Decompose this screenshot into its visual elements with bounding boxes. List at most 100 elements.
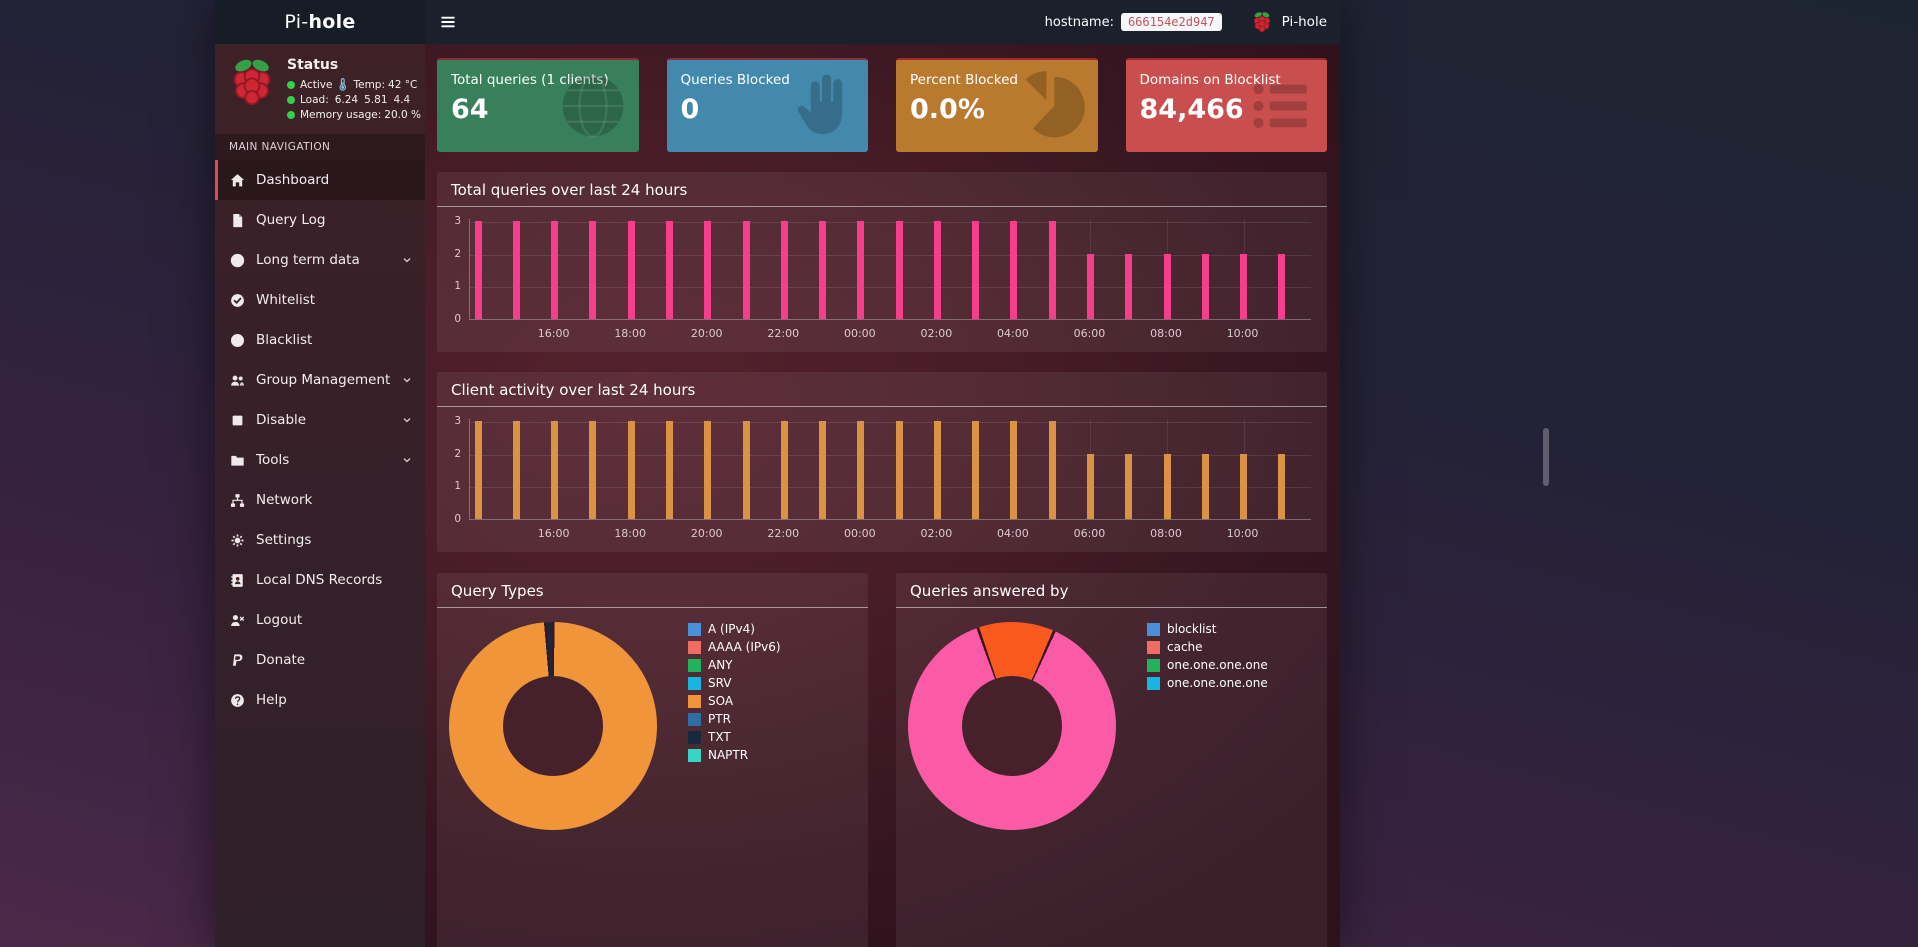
bar[interactable] bbox=[1201, 453, 1209, 519]
status-active-dot bbox=[287, 80, 295, 89]
x-axis-label: 06:00 bbox=[1073, 527, 1106, 540]
legend-item[interactable]: one.one.one.one bbox=[1147, 674, 1268, 692]
queries-answered-chart-area: blocklist cache one.one.one.one one.one.one… bbox=[896, 608, 1327, 947]
legend-label: ANY bbox=[708, 658, 733, 672]
sidebar-item-long-term-data[interactable]: Long term data bbox=[215, 240, 425, 280]
scrollbar-thumb[interactable] bbox=[1543, 428, 1549, 486]
brand-prefix: Pi- bbox=[284, 11, 309, 33]
bar[interactable] bbox=[474, 221, 482, 319]
sidebar-item-label: Logout bbox=[256, 612, 303, 628]
bar[interactable] bbox=[474, 421, 482, 519]
paypal-icon bbox=[229, 652, 246, 668]
sidebar-item-dashboard[interactable]: Dashboard bbox=[215, 160, 425, 200]
bar[interactable] bbox=[704, 421, 712, 519]
sidebar-item-disable[interactable]: Disable bbox=[215, 400, 425, 440]
bar[interactable] bbox=[1125, 253, 1133, 319]
sidebar-item-blacklist[interactable]: Blacklist bbox=[215, 320, 425, 360]
bar[interactable] bbox=[627, 421, 635, 519]
legend-item[interactable]: PTR bbox=[688, 710, 781, 728]
sidebar-toggle-button[interactable] bbox=[439, 13, 457, 31]
bar[interactable] bbox=[972, 421, 980, 519]
legend-item[interactable]: NAPTR bbox=[688, 746, 781, 764]
legend-item[interactable]: cache bbox=[1147, 638, 1268, 656]
brand-logo[interactable]: Pi-hole bbox=[215, 0, 425, 44]
bar[interactable] bbox=[589, 421, 597, 519]
bar[interactable] bbox=[857, 421, 865, 519]
legend-item[interactable]: TXT bbox=[688, 728, 781, 746]
legend-label: one.one.one.one bbox=[1167, 658, 1268, 672]
sidebar-item-help[interactable]: Help bbox=[215, 680, 425, 720]
legend-label: AAAA (IPv6) bbox=[708, 640, 781, 654]
x-axis-label: 00:00 bbox=[843, 527, 876, 540]
sidebar-item-local-dns-records[interactable]: Local DNS Records bbox=[215, 560, 425, 600]
legend-item[interactable]: blocklist bbox=[1147, 620, 1268, 638]
bar[interactable] bbox=[1048, 221, 1056, 319]
y-axis-label: 2 bbox=[454, 447, 461, 460]
bar[interactable] bbox=[895, 221, 903, 319]
bar[interactable] bbox=[742, 421, 750, 519]
sidebar-item-tools[interactable]: Tools bbox=[215, 440, 425, 480]
client-activity-chart[interactable]: 0 1 2 3 16:00 18:00 20:00 22:00 00:00 02:00 04:00 0… bbox=[437, 407, 1327, 552]
bar[interactable] bbox=[1240, 453, 1248, 519]
queries-answered-donut[interactable] bbox=[908, 622, 1116, 830]
bar[interactable] bbox=[589, 221, 597, 319]
sidebar-item-label: Long term data bbox=[256, 252, 360, 268]
legend-item[interactable]: SOA bbox=[688, 692, 781, 710]
bar[interactable] bbox=[665, 221, 673, 319]
chart-plot[interactable] bbox=[469, 419, 1311, 520]
bar[interactable] bbox=[857, 221, 865, 319]
bar[interactable] bbox=[1163, 253, 1171, 319]
sidebar-item-logout[interactable]: Logout bbox=[215, 600, 425, 640]
bar[interactable] bbox=[819, 221, 827, 319]
sidebar-item-settings[interactable]: Settings bbox=[215, 520, 425, 560]
bar[interactable] bbox=[933, 221, 941, 319]
legend-item[interactable]: SRV bbox=[688, 674, 781, 692]
temp-label: Temp: bbox=[353, 78, 386, 91]
bar[interactable] bbox=[512, 421, 520, 519]
bar[interactable] bbox=[780, 421, 788, 519]
list-icon bbox=[1245, 70, 1317, 142]
bar[interactable] bbox=[1163, 453, 1171, 519]
query-types-donut[interactable] bbox=[449, 622, 657, 830]
bar[interactable] bbox=[627, 221, 635, 319]
legend-item[interactable]: one.one.one.one bbox=[1147, 656, 1268, 674]
status-text: Status Active Temp: 42 °C Load: 6.24 bbox=[287, 56, 421, 124]
bar[interactable] bbox=[665, 421, 673, 519]
bar[interactable] bbox=[551, 221, 559, 319]
y-axis-label: 0 bbox=[454, 513, 461, 525]
bar[interactable] bbox=[819, 421, 827, 519]
bar[interactable] bbox=[551, 421, 559, 519]
card-title: Queries Blocked bbox=[680, 72, 790, 88]
sidebar-item-whitelist[interactable]: Whitelist bbox=[215, 280, 425, 320]
bar[interactable] bbox=[1010, 421, 1018, 519]
bar[interactable] bbox=[972, 221, 980, 319]
bar[interactable] bbox=[1240, 253, 1248, 319]
legend-item[interactable]: ANY bbox=[688, 656, 781, 674]
x-axis-label: 20:00 bbox=[690, 527, 723, 540]
bar[interactable] bbox=[704, 221, 712, 319]
chart-plot[interactable] bbox=[469, 219, 1311, 320]
y-axis-label: 2 bbox=[454, 247, 461, 260]
bar[interactable] bbox=[1278, 253, 1286, 319]
bar[interactable] bbox=[780, 221, 788, 319]
bar[interactable] bbox=[933, 421, 941, 519]
legend-swatch bbox=[1147, 622, 1160, 636]
legend-item[interactable]: A (IPv4) bbox=[688, 620, 781, 638]
sidebar-item-group-management[interactable]: Group Management bbox=[215, 360, 425, 400]
total-queries-chart[interactable]: 0 1 2 3 16:00 18:00 20:00 22:00 00:00 02:00 04:00 0… bbox=[437, 207, 1327, 352]
sidebar-item-network[interactable]: Network bbox=[215, 480, 425, 520]
bar[interactable] bbox=[1125, 453, 1133, 519]
sidebar-item-donate[interactable]: Donate bbox=[215, 640, 425, 680]
bar[interactable] bbox=[512, 221, 520, 319]
bar[interactable] bbox=[1201, 253, 1209, 319]
sidebar-item-query-log[interactable]: Query Log bbox=[215, 200, 425, 240]
bar[interactable] bbox=[1010, 221, 1018, 319]
bar[interactable] bbox=[1086, 453, 1094, 519]
bar[interactable] bbox=[1278, 453, 1286, 519]
bar[interactable] bbox=[1048, 421, 1056, 519]
legend-item[interactable]: AAAA (IPv6) bbox=[688, 638, 781, 656]
bar[interactable] bbox=[742, 221, 750, 319]
bar[interactable] bbox=[1086, 253, 1094, 319]
bar[interactable] bbox=[895, 421, 903, 519]
sidebar-item-label: Settings bbox=[256, 532, 312, 548]
